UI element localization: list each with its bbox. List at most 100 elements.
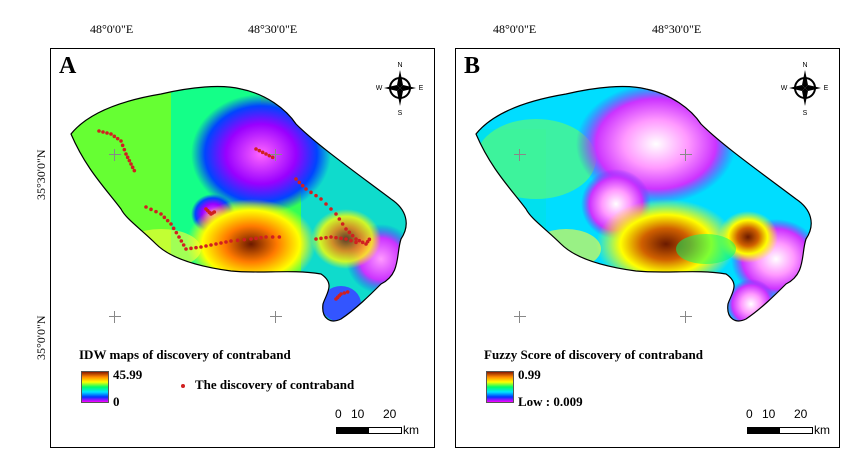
discovery-point: [115, 136, 120, 141]
discovery-point: [339, 292, 343, 296]
discovery-point: [314, 193, 318, 198]
discovery-point: [159, 212, 163, 216]
discovery-point: [194, 245, 198, 250]
legend-high-value: 45.99: [113, 367, 143, 382]
scale-unit: km: [814, 423, 830, 437]
discovery-point: [130, 165, 135, 170]
discovery-point: [257, 148, 262, 153]
discovery-point: [97, 129, 101, 133]
north-arrow-icon: N S W E: [376, 62, 424, 117]
panel-letter: A: [59, 53, 77, 79]
lon-tick-48-0-b: 48°0'0"E: [493, 22, 537, 36]
grid-cross: [680, 149, 692, 161]
discovery-point: [297, 180, 302, 185]
scale-unit: km: [403, 423, 419, 437]
discovery-point: [177, 235, 181, 239]
grid-cross: [514, 149, 526, 161]
discovery-point: [300, 183, 305, 188]
discovery-point: [119, 139, 123, 143]
discovery-point: [324, 235, 328, 240]
scale-tick-0: 0: [335, 407, 342, 421]
discovery-point: [309, 190, 313, 195]
grid-cross: [109, 149, 121, 161]
discovery-point: [334, 212, 338, 216]
discovery-point: [125, 155, 130, 160]
scale-bar: [747, 427, 813, 434]
discovery-point: [270, 155, 275, 160]
lon-tick-48-30-a: 48°30'0"E: [248, 22, 298, 36]
compass-e: E: [824, 85, 829, 92]
scale-tick-20: 20: [794, 407, 808, 421]
compass-w: W: [376, 85, 383, 92]
scale-tick-0: 0: [746, 407, 753, 421]
lon-tick-48-0-a: 48°0'0"E: [90, 22, 134, 36]
discovery-point: [254, 236, 258, 241]
legend-low-value: 0: [113, 394, 120, 409]
discovery-point: [264, 152, 268, 156]
compass-s: S: [398, 110, 403, 117]
discovery-label: The discovery of contraband: [195, 377, 355, 392]
discovery-point: [224, 240, 228, 244]
discovery-point: [120, 143, 125, 148]
discovery-point: [235, 238, 240, 243]
discovery-point: [219, 241, 223, 245]
discovery-point: [259, 235, 263, 240]
discovery-point: [127, 158, 132, 163]
discovery-point: [344, 227, 348, 231]
discovery-point: [319, 236, 323, 241]
discovery-point: [112, 134, 117, 139]
discovery-point: [229, 239, 233, 243]
discovery-point: [144, 205, 148, 209]
discovery-point: [329, 207, 333, 211]
compass-n: N: [397, 62, 402, 69]
discovery-point: [367, 237, 372, 242]
compass-n: N: [802, 62, 807, 69]
discovery-point: [304, 187, 308, 191]
discovery-point: [347, 230, 352, 235]
discovery-legend: The discovery of contraband: [181, 377, 354, 393]
discovery-point: [199, 245, 203, 249]
discovery-point: [319, 197, 323, 201]
discovery-point: [149, 207, 153, 212]
scale-bar: [336, 427, 402, 434]
compass-e: E: [419, 85, 424, 92]
discovery-point: [129, 162, 133, 166]
discovery-point: [277, 235, 282, 239]
discovery-point: [354, 237, 358, 241]
lon-tick-48-30-b: 48°30'0"E: [652, 22, 702, 36]
discovery-point: [169, 222, 173, 226]
discovery-point: [260, 150, 265, 155]
discovery-point: [294, 177, 298, 181]
panel-letter: B: [464, 53, 481, 79]
discovery-points: [97, 129, 372, 301]
discovery-point: [179, 239, 184, 243]
discovery-point: [349, 238, 353, 243]
discovery-point: [314, 237, 318, 241]
legend-title: Fuzzy Score of discovery of contraband: [484, 347, 703, 362]
legend-high-value: 0.99: [518, 367, 541, 382]
discovery-point: [340, 222, 345, 226]
discovery-point: [181, 243, 186, 247]
discovery-point: [345, 290, 350, 294]
discovery-dot-icon: [181, 384, 185, 389]
fuzzy-map: [475, 85, 812, 322]
grid-cross: [514, 311, 526, 323]
idw-map: [70, 85, 407, 322]
discovery-point: [344, 237, 348, 241]
discovery-point: [162, 215, 167, 220]
discovery-point: [214, 242, 218, 246]
discovery-point: [254, 147, 258, 151]
discovery-point: [334, 235, 338, 240]
discovery-point: [132, 168, 137, 173]
discovery-point: [264, 235, 268, 239]
lat-tick-35-0: 35°0'0"N: [34, 315, 48, 360]
discovery-point: [354, 240, 358, 245]
discovery-point: [105, 131, 109, 135]
discovery-point: [329, 235, 333, 239]
discovery-point: [165, 218, 170, 223]
discovery-point: [174, 230, 179, 235]
discovery-point: [350, 233, 355, 238]
grid-cross: [680, 311, 692, 323]
compass-w: W: [781, 85, 788, 92]
discovery-point: [189, 246, 193, 251]
